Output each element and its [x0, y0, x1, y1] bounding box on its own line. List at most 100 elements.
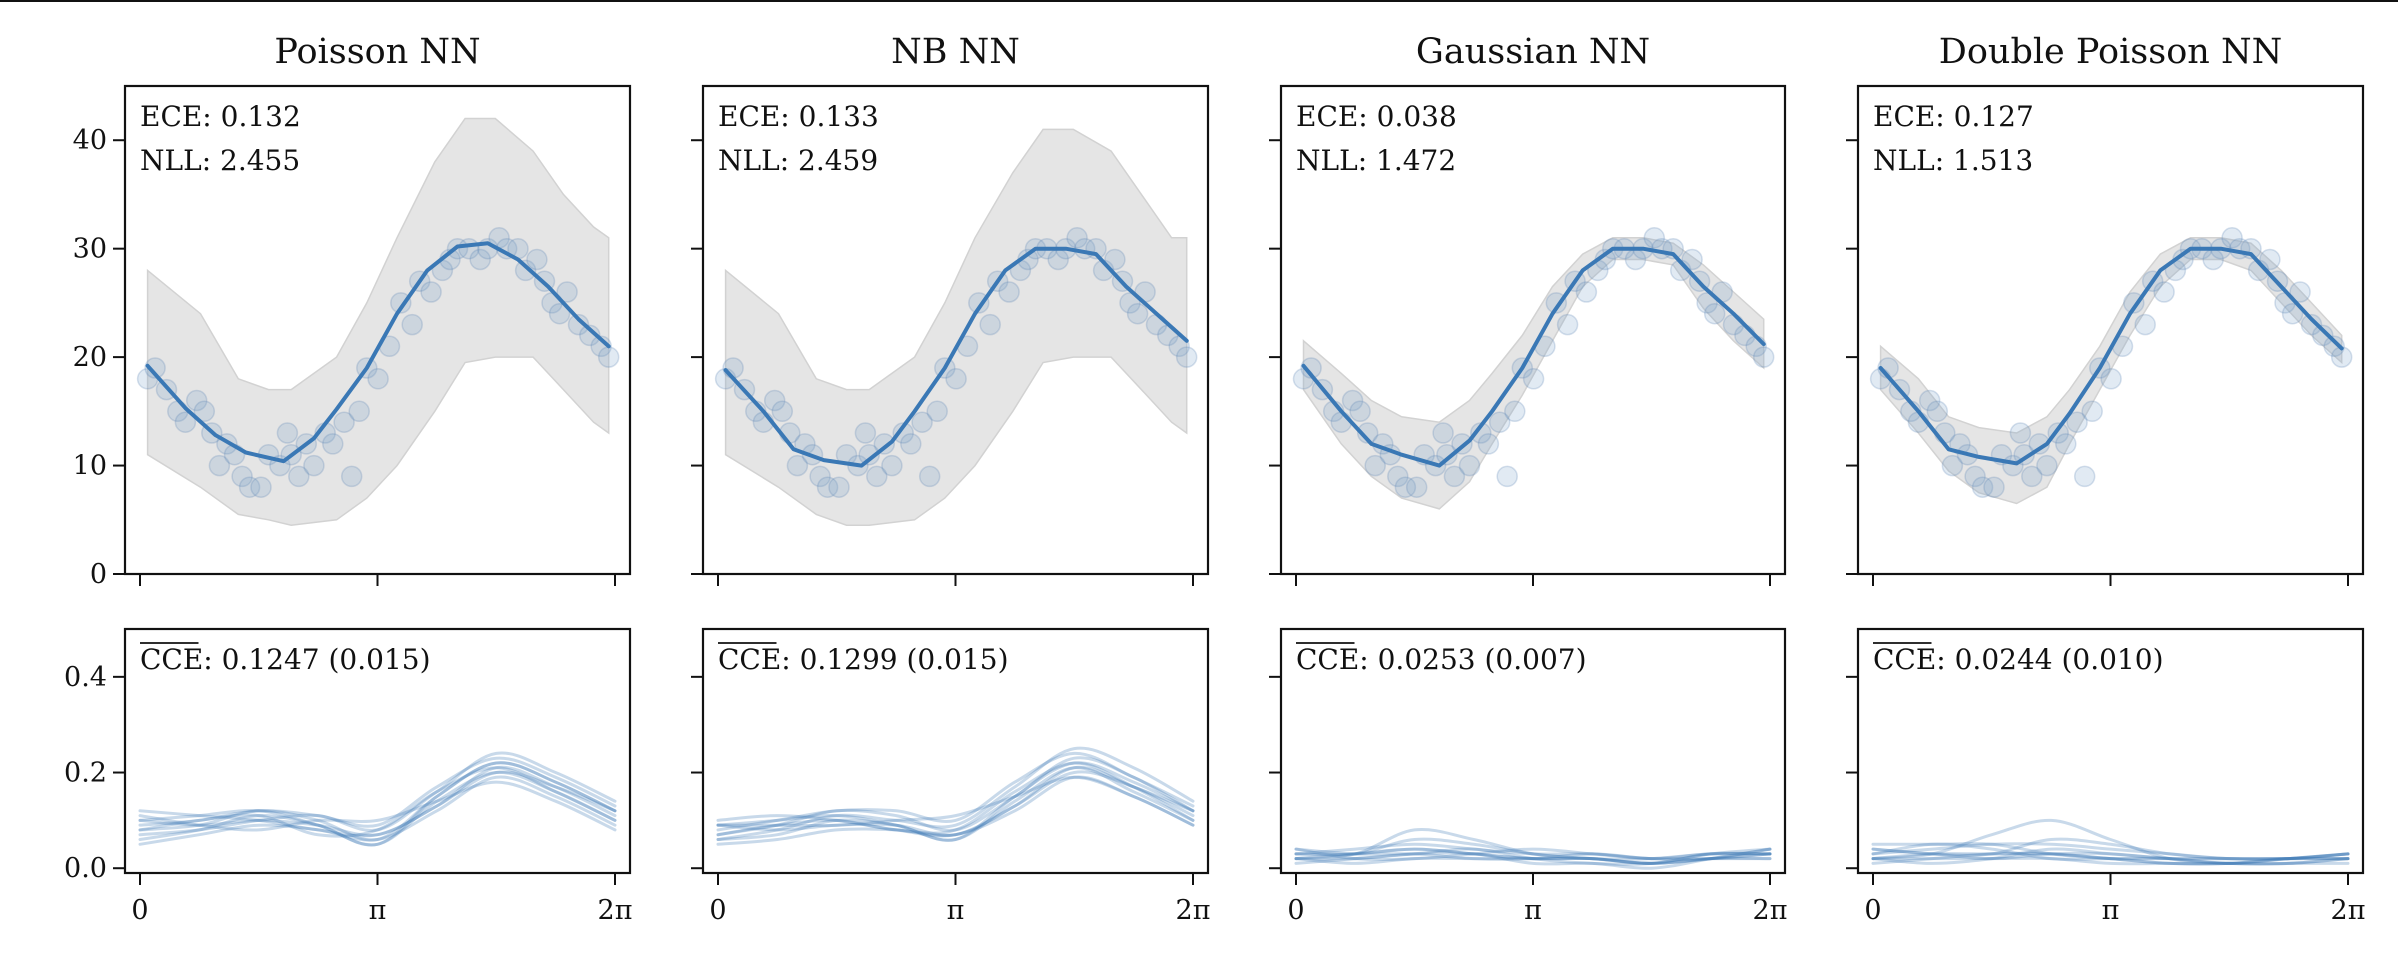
plot-area: [1294, 827, 1772, 870]
data-point: [2259, 248, 2281, 271]
series-line-7: [716, 761, 1195, 842]
data-point: [1752, 346, 1775, 368]
data-point: [1918, 389, 1941, 412]
data-point: [556, 281, 578, 303]
uncertainty-band: [146, 117, 610, 526]
data-point: [2134, 313, 2156, 336]
uncertainty-band: [724, 128, 1188, 526]
data-point: [2221, 227, 2243, 249]
data-point: [231, 465, 253, 488]
data-point: [185, 389, 208, 412]
series-line-2: [1294, 847, 1772, 862]
series-line-4: [1294, 842, 1772, 861]
data-point: [348, 400, 370, 423]
annotation: ECE: 0.132: [140, 100, 301, 133]
y-tick-label: 30: [73, 234, 107, 265]
data-point: [854, 422, 877, 444]
series-line-3: [1294, 847, 1772, 866]
panel-title: Gaussian NN: [1416, 32, 1650, 72]
series-line-7: [1294, 847, 1772, 870]
data-point: [763, 389, 786, 412]
data-point: [809, 465, 831, 488]
series-line-9: [1294, 847, 1772, 865]
series-line-8: [1871, 847, 2350, 861]
uncertainty-band: [1302, 237, 1765, 510]
data-point: [881, 454, 903, 477]
series-line-9: [138, 770, 617, 837]
series-line-1: [716, 766, 1195, 842]
plot-area: [1871, 818, 2350, 866]
data-point: [420, 281, 442, 303]
data-point: [579, 324, 601, 347]
x-tick-label: 2π: [598, 895, 633, 926]
data-point: [1349, 400, 1371, 423]
data-point: [1643, 227, 1666, 249]
y-tick-label: 40: [73, 125, 107, 156]
series-line-4: [138, 775, 617, 846]
data-point: [926, 400, 948, 423]
data-point: [858, 443, 880, 466]
data-point: [2073, 465, 2096, 488]
x-tick-label: 0: [1864, 895, 1881, 926]
data-point: [2281, 302, 2304, 325]
annotation: NLL: 2.459: [718, 144, 878, 177]
data-point: [144, 357, 166, 379]
data-point: [208, 454, 231, 477]
annotation: CCE: 0.1299 (0.015): [718, 643, 1009, 676]
data-point: [866, 465, 888, 488]
data-point: [1126, 302, 1149, 325]
y-tick-label: 10: [73, 451, 107, 482]
data-point: [771, 400, 794, 423]
y-tick-label: 0.0: [64, 853, 107, 884]
data-point: [238, 476, 261, 498]
data-point: [945, 368, 967, 390]
data-point: [1458, 454, 1481, 477]
annotation: NLL: 1.513: [1873, 144, 2033, 177]
series-line-0: [723, 246, 1189, 468]
data-point: [1405, 476, 1428, 498]
data-point: [401, 313, 423, 336]
data-point: [1104, 248, 1126, 271]
series-line-4: [1871, 837, 2350, 861]
data-point: [918, 465, 941, 488]
data-point: [1394, 476, 1417, 498]
series-line-0: [1301, 246, 1766, 468]
data-point: [1696, 292, 1718, 314]
data-point: [1703, 302, 1726, 325]
data-point: [1575, 281, 1598, 303]
data-point: [1066, 227, 1088, 249]
data-point: [828, 476, 850, 498]
series-line-6: [138, 780, 617, 832]
data-point: [816, 476, 839, 498]
data-point: [2289, 281, 2311, 303]
data-point: [597, 346, 620, 368]
data-point: [1341, 389, 1364, 412]
series-line-0: [145, 241, 611, 464]
annotation: CCE: 0.0253 (0.007): [1296, 643, 1587, 676]
x-tick-label: π: [369, 895, 387, 926]
annotation: ECE: 0.127: [1873, 100, 2034, 133]
data-point: [873, 433, 896, 455]
panel-r0-c3: Double Poisson NN ECE: 0.127 NLL: 1.513: [1846, 32, 2365, 586]
data-point: [276, 422, 299, 444]
data-point: [900, 433, 922, 455]
series-line-2: [1871, 842, 2350, 861]
series-line-0: [1878, 246, 2344, 466]
data-point: [367, 368, 389, 390]
data-point: [322, 433, 344, 455]
data-point: [193, 400, 216, 423]
data-point: [786, 454, 809, 477]
annotation: CCE: 0.0244 (0.010): [1873, 643, 2164, 676]
y-tick-label: 0.4: [64, 662, 107, 693]
x-tick-label: 2π: [1176, 895, 1211, 926]
data-point: [1964, 465, 1986, 488]
data-point: [1488, 411, 1511, 433]
data-point: [1387, 465, 1409, 488]
series-line-7: [1871, 847, 2350, 866]
data-point: [998, 281, 1020, 303]
data-point: [1971, 476, 1994, 498]
data-point: [1443, 465, 1466, 488]
data-point: [567, 313, 590, 336]
data-point: [2153, 281, 2175, 303]
